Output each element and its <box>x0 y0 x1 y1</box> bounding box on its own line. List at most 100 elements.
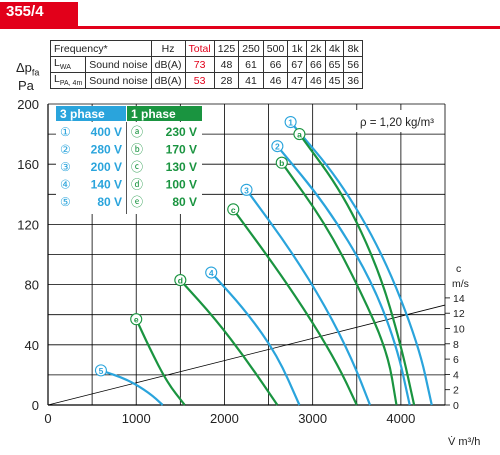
velocity-tick-label: 6 <box>453 354 459 366</box>
table-header-total: Total <box>184 40 215 57</box>
y-tick-label: 80 <box>25 278 39 293</box>
legend-1phase-label: 170 V <box>166 143 197 157</box>
y-axis-label-top: Δpfa <box>16 60 40 78</box>
series-curve-2 <box>276 145 411 406</box>
legend-1phase-symbol: ⓔ <box>131 195 143 209</box>
legend-1phase-symbol: ⓐ <box>131 125 143 139</box>
legend-3phase-header <box>56 106 126 121</box>
velocity-tick-label: 14 <box>453 293 465 305</box>
velocity-tick-label: 2 <box>453 385 459 397</box>
velocity-reference-line <box>47 304 446 406</box>
series-marker-label-e: e <box>134 315 139 325</box>
velocity-axis-label: c <box>456 263 461 275</box>
y-tick-label: 40 <box>25 338 39 353</box>
legend-1phase-label: 130 V <box>166 160 197 174</box>
legend-1phase-symbol: ⓑ <box>131 143 143 157</box>
series-marker-e <box>130 313 143 326</box>
legend-3phase-symbol: ④ <box>60 178 71 192</box>
legend-1phase-symbol: ⓒ <box>131 160 143 174</box>
legend-1phase-label: 100 V <box>166 178 197 192</box>
series-marker-label-3: 3 <box>244 185 249 195</box>
series-curve-b <box>280 162 398 406</box>
y-tick-label: 120 <box>17 217 39 232</box>
series-marker-label-1: 1 <box>288 118 293 128</box>
series-marker-label-2: 2 <box>275 142 280 152</box>
chart-axes: 0 1000 2000 3000 4000 0 40 80 120 160 200 V̇ m³/h 0 2… <box>17 97 480 448</box>
x-tick-label: 1000 <box>122 411 151 426</box>
chart-curves: 1 2 3 4 5 a b c d e <box>94 116 433 406</box>
series-marker-label-d: d <box>178 276 183 286</box>
series-curve-e <box>135 318 186 406</box>
table-header-row: Frequency* Hz Total 125 250 500 1k 2k 4k… <box>50 40 364 57</box>
legend-1phase-title: 1 phase <box>131 107 176 121</box>
series-marker-a <box>293 128 306 141</box>
chart-legend: 3 phase 1 phase ① 400 V ② 280 V ③ 200 V ④ 140 V ⑤ 8… <box>56 106 202 214</box>
x-axis-label: V̇ m³/h <box>448 435 480 448</box>
series-marker-b <box>275 156 288 169</box>
legend-body <box>56 122 202 214</box>
row-code: LPA, 4m <box>49 72 87 89</box>
row-code: LWA <box>49 56 87 73</box>
legend-1phase-label: 80 V <box>172 195 197 209</box>
velocity-tick-label: 10 <box>453 324 465 336</box>
density-box <box>345 110 440 132</box>
legend-3phase-label: 140 V <box>91 178 122 192</box>
x-tick-label: 3000 <box>298 411 327 426</box>
series-marker-4 <box>205 266 218 279</box>
y-axis-label-unit: Pa <box>18 78 34 93</box>
series-curve-3 <box>245 189 372 406</box>
series-marker-2 <box>271 140 284 153</box>
legend-3phase-label: 280 V <box>91 143 122 157</box>
series-marker-label-5: 5 <box>99 366 104 376</box>
table-row: LPA, 4m Sound noise dB(A) 53 28 41 46 47… <box>49 72 364 89</box>
density-annotation: ρ = 1,20 kg/m³ <box>360 117 434 129</box>
table-header-125: 125 <box>213 40 240 57</box>
page-title: 355/4 <box>6 3 44 20</box>
velocity-tick-label: 0 <box>453 400 459 412</box>
series-curve-5 <box>100 369 164 406</box>
title-bar <box>0 2 78 28</box>
series-marker-label-a: a <box>297 130 302 140</box>
y-tick-label: 0 <box>32 398 39 413</box>
velocity-axis-unit: m/s <box>452 278 469 290</box>
row-label: Sound noise <box>85 72 152 89</box>
legend-3phase-title: 3 phase <box>60 107 105 121</box>
series-marker-d <box>174 274 187 287</box>
x-tick-label: 2000 <box>210 411 239 426</box>
y-tick-label: 160 <box>17 157 39 172</box>
series-curve-4 <box>210 271 301 406</box>
series-curve-a <box>298 133 416 406</box>
legend-3phase-symbol: ③ <box>60 160 71 174</box>
title-divider <box>0 26 500 29</box>
legend-3phase-symbol: ② <box>60 143 71 157</box>
legend-3phase-symbol: ⑤ <box>60 195 71 209</box>
x-tick-label: 4000 <box>386 411 415 426</box>
row-total: 53 <box>184 72 215 89</box>
series-marker-label-4: 4 <box>209 268 214 278</box>
velocity-tick-label: 8 <box>453 339 459 351</box>
sound-table: Frequency* Hz Total 125 250 500 1k 2k 4k… <box>49 40 364 89</box>
legend-3phase-label: 200 V <box>91 160 122 174</box>
x-tick-label: 0 <box>44 411 51 426</box>
series-marker-5 <box>94 364 107 377</box>
legend-3phase-symbol: ① <box>60 125 71 139</box>
legend-1phase-label: 230 V <box>166 125 197 139</box>
legend-3phase-label: 80 V <box>97 195 122 209</box>
series-curve-c <box>232 208 358 406</box>
velocity-tick-label: 4 <box>453 369 459 381</box>
legend-1phase-header <box>127 106 202 121</box>
y-tick-label: 200 <box>17 97 39 112</box>
series-marker-3 <box>240 183 253 196</box>
row-label: Sound noise <box>85 56 152 73</box>
series-curve-d <box>179 279 279 406</box>
series-curve-1 <box>289 121 433 406</box>
series-marker-label-b: b <box>279 158 284 168</box>
row-value: 36 <box>343 72 364 89</box>
series-marker-1 <box>284 116 297 129</box>
velocity-tick-label: 12 <box>453 308 465 320</box>
table-header-frequency: Frequency* <box>50 40 152 57</box>
series-marker-c <box>227 203 240 216</box>
legend-1phase-symbol: ⓓ <box>131 178 143 192</box>
series-marker-label-c: c <box>231 205 236 215</box>
